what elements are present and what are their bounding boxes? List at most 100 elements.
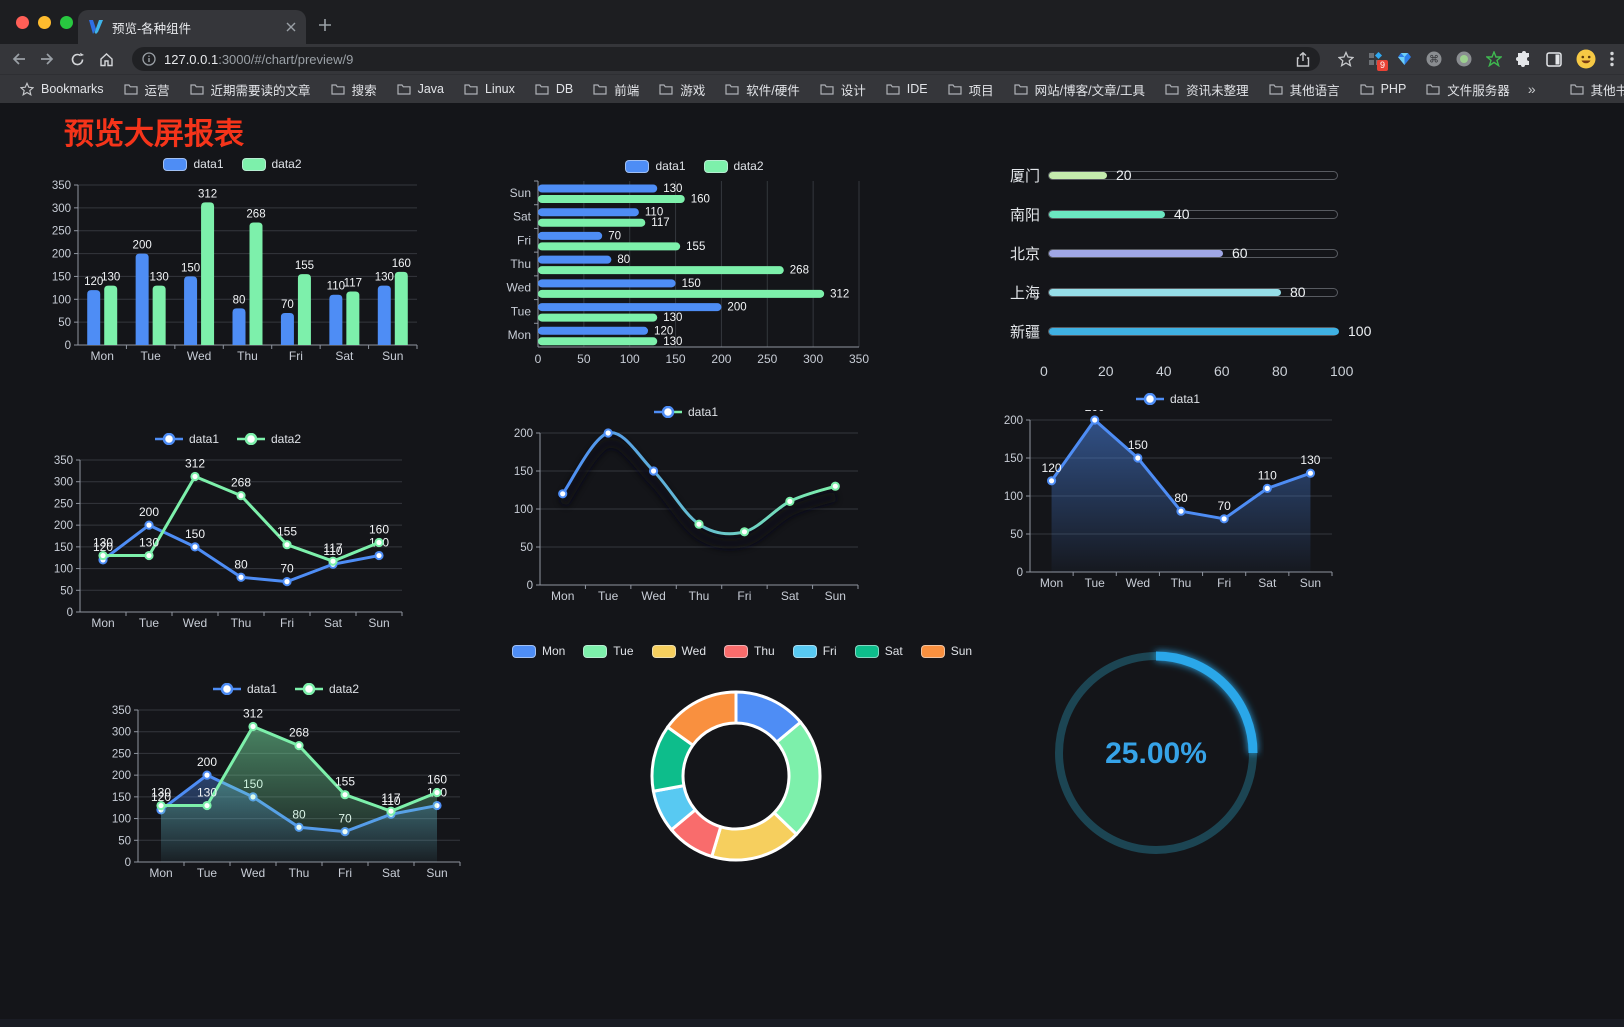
progress-row[interactable]: 新疆 100: [1009, 322, 1372, 342]
bookmark-folder[interactable]: 文件服务器: [1418, 77, 1518, 102]
browser-menu-icon[interactable]: [1610, 51, 1614, 67]
svg-text:Thu: Thu: [289, 866, 310, 880]
home-icon[interactable]: [99, 52, 114, 67]
legend-item-Wed[interactable]: Wed: [651, 644, 706, 658]
legend-item-data1[interactable]: data1: [154, 432, 219, 446]
bookmark-folder-list: 运营 近期需要读的文章 搜索 Java Linux DB 前端 游戏 软件/硬件 设计 IDE 项目网…: [116, 77, 1518, 102]
side-panel-icon[interactable]: [1546, 51, 1562, 67]
svg-text:Fri: Fri: [737, 589, 751, 603]
legend-item-Thu[interactable]: Thu: [724, 644, 775, 658]
folder-icon: [886, 84, 900, 95]
bookmark-folder[interactable]: Linux: [456, 79, 523, 99]
forward-icon[interactable]: [40, 52, 56, 66]
svg-text:Sat: Sat: [781, 589, 800, 603]
bookmark-folder[interactable]: 软件/硬件: [717, 77, 807, 102]
legend-item-Tue[interactable]: Tue: [583, 644, 634, 658]
legend-item-data1[interactable]: data1: [625, 159, 686, 173]
legend-item-data1[interactable]: data1: [212, 682, 277, 696]
svg-text:0: 0: [535, 352, 542, 366]
svg-text:Sun: Sun: [1300, 576, 1321, 590]
maximize-window-button[interactable]: [60, 16, 73, 29]
bookmark-folder[interactable]: 游戏: [651, 77, 713, 102]
chart-legend: data1 data2: [100, 678, 472, 700]
bookmark-folder[interactable]: Java: [389, 79, 452, 99]
bookmarks-manager-item[interactable]: Bookmarks: [12, 79, 112, 99]
address-bar[interactable]: 127.0.0.1:3000/#/chart/preview/9: [132, 47, 1320, 71]
folder-icon: [330, 84, 345, 95]
close-window-button[interactable]: [16, 16, 29, 29]
svg-text:Sun: Sun: [382, 349, 403, 363]
site-info-icon[interactable]: [142, 52, 156, 66]
svg-text:300: 300: [54, 477, 73, 489]
bookmark-folder[interactable]: 资讯未整理: [1157, 77, 1257, 102]
svg-text:130: 130: [663, 312, 682, 324]
svg-text:Wed: Wed: [183, 616, 207, 630]
legend-item-Sat[interactable]: Sat: [854, 644, 903, 658]
bookmark-folder[interactable]: 近期需要读的文章: [182, 77, 319, 102]
tab-close-icon[interactable]: [286, 22, 296, 32]
progress-row[interactable]: 南阳 40: [1000, 204, 1338, 225]
back-icon[interactable]: [10, 52, 26, 66]
progress-gauge: 25.00%: [1048, 645, 1264, 861]
record-extension-icon[interactable]: [1456, 51, 1472, 67]
svg-text:200: 200: [54, 520, 73, 532]
profile-avatar[interactable]: [1576, 49, 1596, 69]
progress-row[interactable]: 厦门 20: [1000, 165, 1338, 186]
bookmark-folder[interactable]: 其他语言: [1261, 77, 1348, 102]
star-extension-icon[interactable]: [1486, 51, 1502, 67]
bookmarks-overflow-chevron[interactable]: »: [1527, 81, 1536, 97]
legend-item-data2[interactable]: data2: [295, 682, 359, 696]
bookmark-folder[interactable]: DB: [527, 79, 581, 99]
minimize-window-button[interactable]: [38, 16, 51, 29]
bookmark-folder[interactable]: 设计: [812, 77, 874, 102]
legend-line-marker: [154, 433, 183, 445]
svg-text:50: 50: [60, 585, 73, 597]
legend-item-data1[interactable]: data1: [1135, 392, 1200, 406]
legend-item-Fri[interactable]: Fri: [792, 644, 837, 658]
bookmark-folder[interactable]: 搜索: [323, 77, 385, 102]
svg-text:Mon: Mon: [551, 589, 574, 603]
reload-icon[interactable]: [70, 52, 85, 67]
url-text[interactable]: 127.0.0.1:3000/#/chart/preview/9: [164, 52, 353, 67]
progress-row[interactable]: 北京 60: [1000, 243, 1338, 264]
other-bookmarks-item[interactable]: 其他书签: [1562, 77, 1624, 102]
command-extension-icon[interactable]: ⌘: [1426, 51, 1442, 67]
legend-item-Mon[interactable]: Mon: [511, 644, 565, 658]
bookmark-folder[interactable]: 网站/博客/文章/工具: [1006, 77, 1153, 102]
svg-text:300: 300: [112, 727, 131, 739]
bookmark-folder[interactable]: 项目: [940, 77, 1002, 102]
svg-text:120: 120: [93, 540, 113, 554]
bookmark-folder[interactable]: 前端: [585, 77, 647, 102]
browser-tab[interactable]: 预览-各种组件: [78, 10, 306, 44]
tab-title: 预览-各种组件: [112, 21, 192, 36]
bookmark-folder[interactable]: PHP: [1352, 79, 1415, 99]
gem-extension-icon[interactable]: [1397, 52, 1412, 66]
new-tab-button[interactable]: [318, 18, 332, 32]
legend-item-data1[interactable]: data1: [653, 405, 718, 419]
extensions-puzzle-icon[interactable]: [1516, 51, 1532, 67]
progress-track: [1048, 171, 1338, 180]
legend-item-data1[interactable]: data1: [163, 157, 224, 171]
share-icon[interactable]: [1296, 51, 1310, 67]
bookmark-star-icon[interactable]: [1338, 51, 1354, 67]
progress-row[interactable]: 上海 80: [1000, 282, 1338, 303]
svg-text:Sun: Sun: [510, 186, 531, 200]
bookmark-folder[interactable]: 运营: [116, 77, 178, 102]
svg-text:160: 160: [392, 258, 411, 270]
svg-text:Thu: Thu: [1171, 576, 1192, 590]
url-path: :3000/#/chart/preview/9: [218, 51, 354, 67]
extension-grid-icon[interactable]: 9: [1368, 51, 1388, 71]
svg-text:130: 130: [139, 536, 159, 550]
svg-text:117: 117: [651, 217, 669, 229]
bookmark-folder[interactable]: IDE: [878, 79, 936, 99]
legend-item-data2[interactable]: data2: [703, 159, 764, 173]
legend-item-data2[interactable]: data2: [241, 157, 302, 171]
progress-fill: [1049, 289, 1281, 296]
folder-icon: [948, 84, 962, 95]
legend-item-Sun[interactable]: Sun: [920, 644, 972, 658]
svg-text:50: 50: [1010, 529, 1023, 541]
svg-text:150: 150: [112, 792, 131, 804]
legend-swatch: [651, 644, 676, 658]
legend-item-data2[interactable]: data2: [237, 432, 301, 446]
